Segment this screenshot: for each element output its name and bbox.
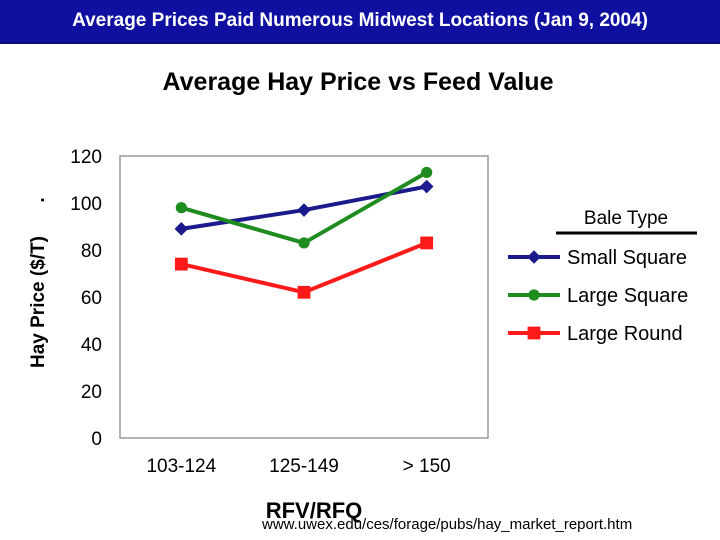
legend-title: Bale Type <box>584 208 668 229</box>
y-tick-label: 40 <box>81 335 102 356</box>
plot-area <box>119 155 489 439</box>
data-point-large-round <box>174 257 188 271</box>
y-tick-label: 60 <box>81 288 102 309</box>
data-point-small-square <box>174 222 189 236</box>
legend-marker-small-square <box>527 250 541 264</box>
legend-marker-large-square <box>528 289 540 301</box>
y-axis-label: Hay Price ($/T) <box>28 236 49 368</box>
y-axis-label-dot: . <box>28 197 49 202</box>
series-line-large-round <box>180 241 428 295</box>
y-tick-label: 20 <box>81 382 102 403</box>
chart-title: Average Hay Price vs Feed Value <box>163 68 554 96</box>
x-axis-label: RFV/RFQ <box>266 498 363 523</box>
legend-label-small-square: Small Square <box>567 247 687 269</box>
source-url: www.uwex.edu/ces/forage/pubs/hay_market_… <box>262 516 633 533</box>
y-tick-label: 100 <box>70 194 102 215</box>
y-tick-label: 120 <box>70 147 102 168</box>
legend-label-large-round: Large Round <box>567 323 683 345</box>
header-bar: Average Prices Paid Numerous Midwest Loc… <box>0 0 720 44</box>
data-point-large-square <box>421 166 433 179</box>
y-tick-label: 80 <box>81 241 102 262</box>
x-tick-label: 125-149 <box>269 456 339 477</box>
x-tick-label: > 150 <box>403 456 451 477</box>
legend-label-large-square: Large Square <box>567 285 688 307</box>
header-title: Average Prices Paid Numerous Midwest Loc… <box>72 10 648 31</box>
y-tick-label: 0 <box>91 429 102 450</box>
x-tick-label: 103-124 <box>146 456 216 477</box>
data-point-large-square <box>298 237 310 249</box>
legend: Bale Type Small Square Large Square Large … <box>508 208 697 345</box>
data-point-large-round <box>297 285 311 299</box>
data-point-small-square <box>297 203 311 217</box>
data-point-large-square <box>175 202 187 214</box>
legend-marker-large-round <box>527 326 541 340</box>
data-point-large-round <box>420 236 434 250</box>
data-point-small-square <box>419 179 434 194</box>
